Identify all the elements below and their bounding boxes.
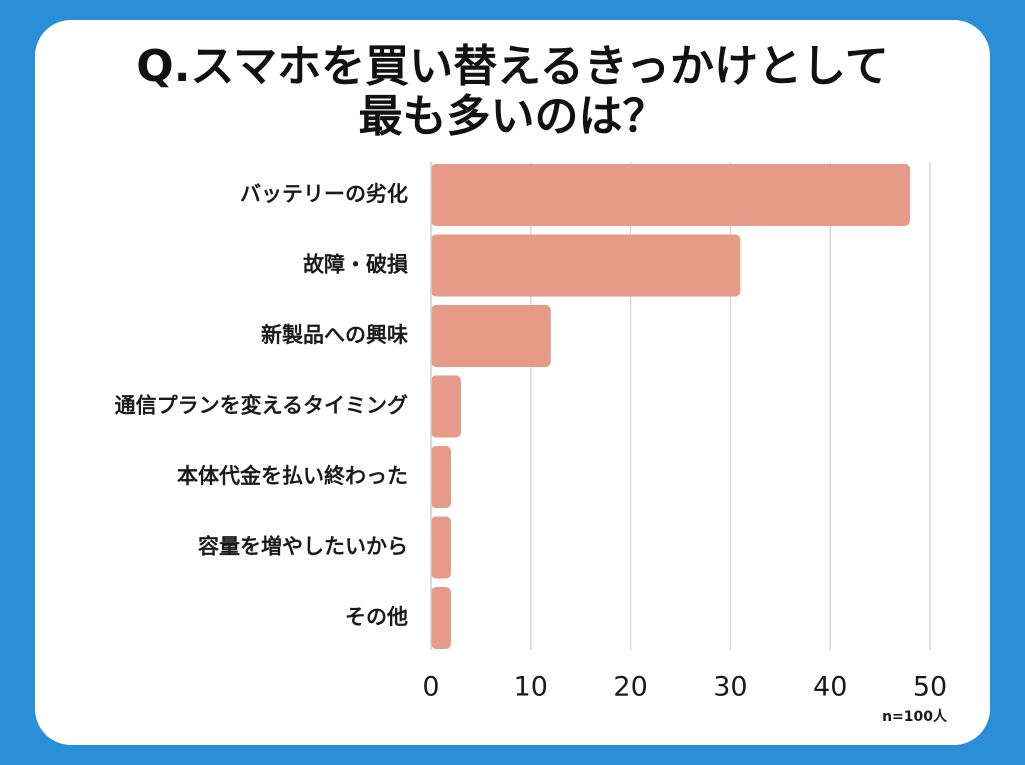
bar-6 [431, 587, 451, 649]
category-label-5: 容量を増やしたいから [198, 535, 408, 559]
x-tick-label-0: 0 [422, 672, 439, 703]
chart-title: Q.スマホを買い替えるきっかけとして 最も多いのは？ [35, 42, 990, 142]
bar-2 [431, 305, 551, 367]
category-label-3: 通信プランを変えるタイミング [115, 394, 408, 418]
bar-1 [431, 234, 741, 297]
title-line-2: 最も多いのは？ [358, 91, 667, 142]
x-tick-label-50: 50 [913, 672, 947, 703]
bar-0 [431, 164, 911, 226]
title-line-1: Q.スマホを買い替えるきっかけとして [136, 41, 889, 92]
x-tick-label-40: 40 [813, 672, 847, 703]
category-label-6: その他 [345, 605, 408, 629]
category-label-2: 新製品への興味 [261, 323, 408, 347]
bar-4 [431, 446, 451, 508]
x-tick-label-20: 20 [613, 672, 647, 703]
sample-size-note: n=100人 [882, 709, 947, 725]
category-label-0: バッテリーの劣化 [240, 182, 408, 206]
bar-3 [431, 375, 461, 438]
x-tick-label-30: 30 [713, 672, 747, 703]
category-label-1: 故障・破損 [303, 253, 409, 277]
x-tick-label-10: 10 [514, 672, 548, 703]
category-label-4: 本体代金を払い終わった [177, 464, 408, 488]
bar-5 [431, 516, 451, 579]
